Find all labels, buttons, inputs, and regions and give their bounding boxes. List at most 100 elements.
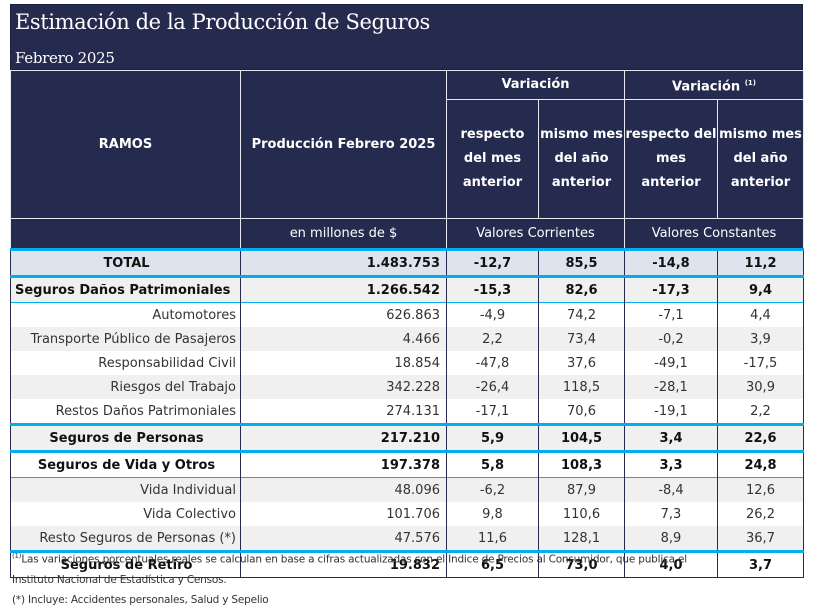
var-nominal-mes: -47,8 [446, 351, 539, 376]
var-nominal-anio: 70,6 [538, 399, 625, 425]
var-real-anio: 9,4 [717, 275, 804, 303]
ramo-name: Seguros de Personas [10, 423, 241, 452]
table-row: Riesgos del Trabajo 342.228 -26,4 118,5 -28,… [10, 375, 804, 400]
var-nominal-anio: 74,2 [538, 302, 625, 328]
var-real-anio: 2,2 [717, 399, 804, 425]
var-nominal-mes: 6,5 [446, 550, 539, 579]
ramo-name: Resto Seguros de Personas (*) [10, 526, 241, 552]
table-row: Responsabilidad Civil 18.854 -47,8 37,6 -49,… [10, 351, 804, 376]
var-real-anio: 12,6 [717, 477, 804, 503]
var-nominal-mes: 2,2 [446, 327, 539, 352]
var-real-anio: 3,9 [717, 327, 804, 352]
header-unit-blank [10, 218, 241, 251]
produccion-value: 101.706 [240, 502, 447, 527]
produccion-value: 48.096 [240, 477, 447, 503]
table-row: Vida Colectivo 101.706 9,8 110,6 7,3 26,2 [10, 502, 804, 527]
var-nominal-mes: -4,9 [446, 302, 539, 328]
var-real-anio: 24,8 [717, 450, 804, 478]
var-nominal-anio: 85,5 [538, 248, 625, 277]
var-real-anio: 3,7 [717, 550, 804, 579]
var-nominal-mes: 11,6 [446, 526, 539, 552]
header-ramos: RAMOS [10, 69, 241, 220]
header-unit-produccion: en millones de $ [240, 218, 447, 251]
header-nominal-mes: respecto del mes anterior [446, 99, 539, 220]
var-nominal-mes: 5,8 [446, 450, 539, 478]
header-variacion-nominal: Variación [446, 69, 625, 101]
ramo-name: Riesgos del Trabajo [10, 375, 241, 400]
production-table: RAMOS Producción Febrero 2025 Variación … [10, 69, 804, 579]
ramo-name: Vida Colectivo [10, 502, 241, 527]
var-real-mes: -0,2 [624, 327, 718, 352]
var-real-anio: 30,9 [717, 375, 804, 400]
produccion-value: 47.576 [240, 526, 447, 552]
header-variacion-real: Variación (1) [624, 69, 804, 101]
var-nominal-anio: 73,4 [538, 327, 625, 352]
var-real-anio: 22,6 [717, 423, 804, 452]
footnote-1-cont: Instituto Nacional de Estadística y Cens… [12, 573, 227, 586]
var-real-anio: 26,2 [717, 502, 804, 527]
produccion-value: 1.483.753 [240, 248, 447, 277]
var-nominal-anio: 87,9 [538, 477, 625, 503]
footnote-2: (*) Incluye: Accidentes personales, Salu… [12, 593, 269, 606]
var-nominal-anio: 108,3 [538, 450, 625, 478]
table-row: Automotores 626.863 -4,9 74,2 -7,1 4,4 [10, 302, 804, 328]
var-nominal-anio: 110,6 [538, 502, 625, 527]
table-row: Seguros de Vida y Otros 197.378 5,8 108,3 3,… [10, 450, 804, 478]
var-nominal-mes: -26,4 [446, 375, 539, 400]
ramo-name: Responsabilidad Civil [10, 351, 241, 376]
table-row: Transporte Público de Pasajeros 4.466 2,2 7… [10, 327, 804, 352]
header-variacion-real-label: Variación [672, 79, 741, 95]
var-real-mes: -7,1 [624, 302, 718, 328]
header-variacion-label: Variación [501, 77, 570, 93]
table-row: TOTAL 1.483.753 -12,7 85,5 -14,8 11,2 [10, 248, 804, 277]
table-row: Seguros de Personas 217.210 5,9 104,5 3,4 22,… [10, 423, 804, 452]
var-nominal-anio: 82,6 [538, 275, 625, 303]
footnote-1-marker: (1) [12, 552, 22, 560]
produccion-value: 1.266.542 [240, 275, 447, 303]
ramo-name: Seguros Daños Patrimoniales [10, 275, 241, 303]
footnote-1-text: Las variaciones porcentuales reales se c… [21, 553, 687, 566]
produccion-value: 626.863 [240, 302, 447, 328]
header-real-mes: respecto del mes anterior [624, 99, 718, 220]
report-container: Estimación de la Producción de Seguros F… [10, 4, 804, 579]
produccion-value: 274.131 [240, 399, 447, 425]
table-row: Seguros de Retiro 19.832 6,5 73,0 4,0 3,7 [10, 550, 804, 579]
var-nominal-anio: 128,1 [538, 526, 625, 552]
var-nominal-mes: -15,3 [446, 275, 539, 303]
var-nominal-anio: 118,5 [538, 375, 625, 400]
var-real-mes: 8,9 [624, 526, 718, 552]
var-real-mes: 7,3 [624, 502, 718, 527]
var-nominal-anio: 104,5 [538, 423, 625, 452]
var-nominal-mes: 5,9 [446, 423, 539, 452]
table-row: Seguros Daños Patrimoniales 1.266.542 -15,… [10, 275, 804, 303]
table-row: Vida Individual 48.096 -6,2 87,9 -8,4 12,6 [10, 477, 804, 503]
title-banner: Estimación de la Producción de Seguros F… [10, 4, 803, 70]
header-nominal-anio: mismo mes del año anterior [538, 99, 625, 220]
var-nominal-mes: 9,8 [446, 502, 539, 527]
header-unit-corrientes: Valores Corrientes [446, 218, 625, 251]
report-period: Febrero 2025 [15, 49, 115, 67]
ramo-name: TOTAL [10, 248, 241, 277]
header-unit-constantes: Valores Constantes [624, 218, 804, 251]
produccion-value: 217.210 [240, 423, 447, 452]
produccion-value: 342.228 [240, 375, 447, 400]
footnotes: (1)Las variaciones porcentuales reales s… [12, 546, 687, 610]
var-nominal-mes: -12,7 [446, 248, 539, 277]
var-real-anio: 36,7 [717, 526, 804, 552]
var-real-mes: -28,1 [624, 375, 718, 400]
produccion-value: 4.466 [240, 327, 447, 352]
var-real-mes: -8,4 [624, 477, 718, 503]
var-real-mes: 3,4 [624, 423, 718, 452]
footnote-ref: (1) [744, 79, 756, 87]
var-nominal-mes: -17,1 [446, 399, 539, 425]
table-row: Restos Daños Patrimoniales 274.131 -17,1 70… [10, 399, 804, 425]
header-produccion: Producción Febrero 2025 [240, 69, 447, 220]
var-real-mes: -19,1 [624, 399, 718, 425]
table-row: Resto Seguros de Personas (*) 47.576 11,6 1… [10, 526, 804, 552]
ramo-name: Vida Individual [10, 477, 241, 503]
header-real-anio: mismo mes del año anterior [717, 99, 804, 220]
ramo-name: Automotores [10, 302, 241, 328]
var-real-anio: -17,5 [717, 351, 804, 376]
var-real-anio: 4,4 [717, 302, 804, 328]
var-nominal-mes: -6,2 [446, 477, 539, 503]
